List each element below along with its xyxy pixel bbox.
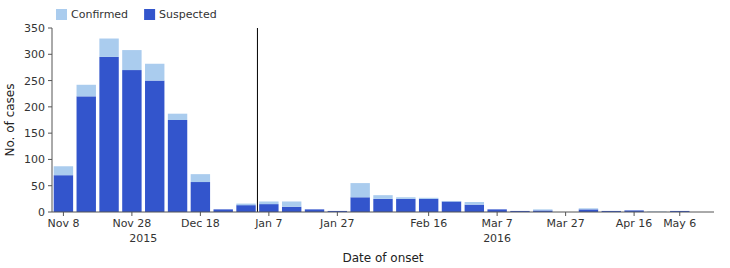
- bar-segment: [670, 210, 689, 211]
- y-tick-label: 350: [24, 22, 45, 35]
- x-tick-label: Apr 16: [616, 217, 653, 230]
- x-axis: Nov 8 Nov 28 Dec 18 Jan 7 Jan 27 Feb 16 Mar 7 M…: [47, 212, 714, 230]
- x-tick: [337, 212, 338, 216]
- bars: [54, 39, 690, 212]
- bar-segment: [259, 201, 278, 204]
- bar-segment: [214, 209, 233, 210]
- x-tick: [131, 212, 132, 216]
- bar-segment: [54, 166, 73, 175]
- year-label: 2015: [129, 232, 157, 245]
- bar-segment: [122, 70, 141, 212]
- x-tick-label: Dec 18: [181, 217, 220, 230]
- bar-segment: [282, 207, 301, 212]
- bar-segment: [465, 205, 484, 212]
- x-axis-line: [52, 212, 714, 213]
- y-tick: [48, 185, 52, 186]
- y-axis-line: [52, 28, 53, 212]
- bar-segment: [373, 195, 392, 199]
- y-tick-label: 250: [24, 75, 45, 88]
- bar-segment: [236, 205, 255, 212]
- x-tick-label: May 6: [663, 217, 696, 230]
- y-axis: 0 50 100 150 200 250 300 350: [24, 22, 52, 219]
- x-tick: [497, 212, 498, 216]
- x-tick: [634, 212, 635, 216]
- bar-segment: [77, 85, 96, 97]
- x-tick-label: Jan 27: [319, 217, 354, 230]
- y-tick: [48, 212, 52, 213]
- bar-segment: [145, 81, 164, 212]
- y-tick: [48, 80, 52, 81]
- y-tick-label: 50: [31, 180, 45, 193]
- annotations: [257, 28, 258, 212]
- y-axis-label: No. of cases: [3, 84, 17, 157]
- bar-segment: [77, 96, 96, 212]
- x-tick: [268, 212, 269, 216]
- bar-segment: [396, 197, 415, 199]
- bar-segment: [328, 210, 347, 211]
- bar-segment: [533, 209, 552, 210]
- bar-segment: [465, 202, 484, 205]
- y-tick: [48, 28, 52, 29]
- bar-segment: [579, 208, 598, 209]
- bar-segment: [442, 200, 461, 202]
- bar-segment: [236, 204, 255, 206]
- x-tick-label: Nov 28: [112, 217, 151, 230]
- bar-segment: [396, 199, 415, 212]
- x-tick: [679, 212, 680, 216]
- legend-entry: Suspected: [159, 8, 217, 21]
- bar-segment: [624, 210, 643, 211]
- y-tick-label: 0: [38, 206, 45, 219]
- x-axis-label: Date of onset: [342, 251, 423, 265]
- bar-segment: [419, 199, 438, 212]
- bar-segment: [122, 50, 141, 70]
- y-tick-label: 100: [24, 153, 45, 166]
- y-tick-label: 200: [24, 101, 45, 114]
- x-tick: [200, 212, 201, 216]
- bar-segment: [145, 64, 164, 81]
- bar-segment: [168, 114, 187, 120]
- legend-swatch: [144, 9, 155, 20]
- year-label: 2016: [483, 232, 511, 245]
- bar-segment: [259, 204, 278, 212]
- bar-segment: [350, 197, 369, 212]
- bar-segment: [442, 201, 461, 212]
- x-tick-label: Mar 7: [482, 217, 513, 230]
- x-tick-label: Feb 16: [410, 217, 447, 230]
- bar-segment: [510, 210, 529, 211]
- x-tick: [565, 212, 566, 216]
- bar-segment: [602, 210, 621, 211]
- bar-segment: [99, 39, 118, 57]
- chart: 0 50 100 150 200 250 300 350 Nov 8 Nov 28 Dec 18 Ja…: [0, 0, 730, 268]
- bar-segment: [54, 175, 73, 212]
- bar-segment: [373, 199, 392, 212]
- bar-segment: [191, 174, 210, 182]
- legend-entry: Confirmed: [71, 8, 128, 21]
- y-tick: [48, 133, 52, 134]
- y-tick: [48, 159, 52, 160]
- y-tick: [48, 54, 52, 55]
- y-tick: [48, 106, 52, 107]
- y-tick-label: 300: [24, 48, 45, 61]
- x-tick-label: Jan 7: [254, 217, 282, 230]
- bar-segment: [350, 183, 369, 197]
- bar-segment: [305, 209, 324, 210]
- divider-line: [257, 28, 258, 212]
- legend: Confirmed Suspected: [56, 8, 217, 21]
- bar-segment: [487, 209, 506, 210]
- x-tick-label: Mar 27: [546, 217, 584, 230]
- x-tick: [63, 212, 64, 216]
- bar-segment: [191, 182, 210, 212]
- y-tick-label: 150: [24, 127, 45, 140]
- x-tick-label: Nov 8: [47, 217, 79, 230]
- x-tick: [428, 212, 429, 216]
- bar-segment: [419, 198, 438, 199]
- bar-segment: [99, 57, 118, 212]
- legend-swatch: [56, 9, 67, 20]
- bar-segment: [168, 120, 187, 212]
- bar-segment: [282, 201, 301, 206]
